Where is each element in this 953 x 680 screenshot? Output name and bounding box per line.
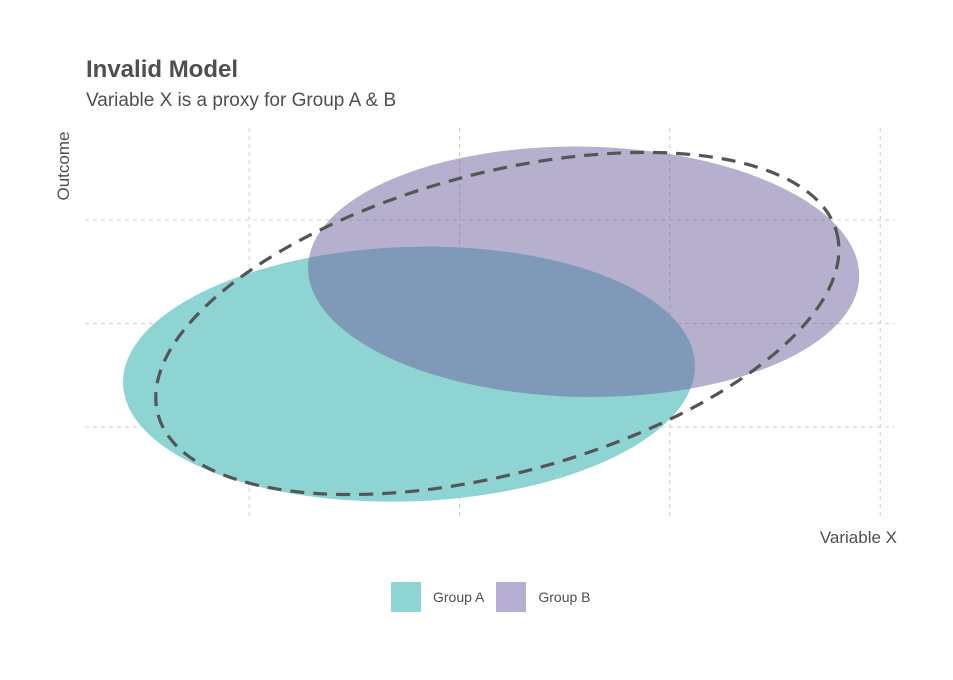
legend-label-group-a: Group A bbox=[433, 589, 485, 605]
legend-label-group-b: Group B bbox=[538, 589, 591, 605]
legend: Group A Group B bbox=[391, 582, 603, 612]
chart-title: Invalid Model bbox=[86, 56, 239, 83]
chart-subtitle: Variable X is a proxy for Group A & B bbox=[86, 90, 397, 111]
legend-key-group-b bbox=[496, 582, 527, 612]
ellipse-group-b bbox=[308, 146, 860, 397]
legend-key-group-a bbox=[391, 582, 421, 612]
ellipse-model-dashed bbox=[154, 150, 841, 497]
x-axis-label: Variable X bbox=[819, 528, 897, 547]
